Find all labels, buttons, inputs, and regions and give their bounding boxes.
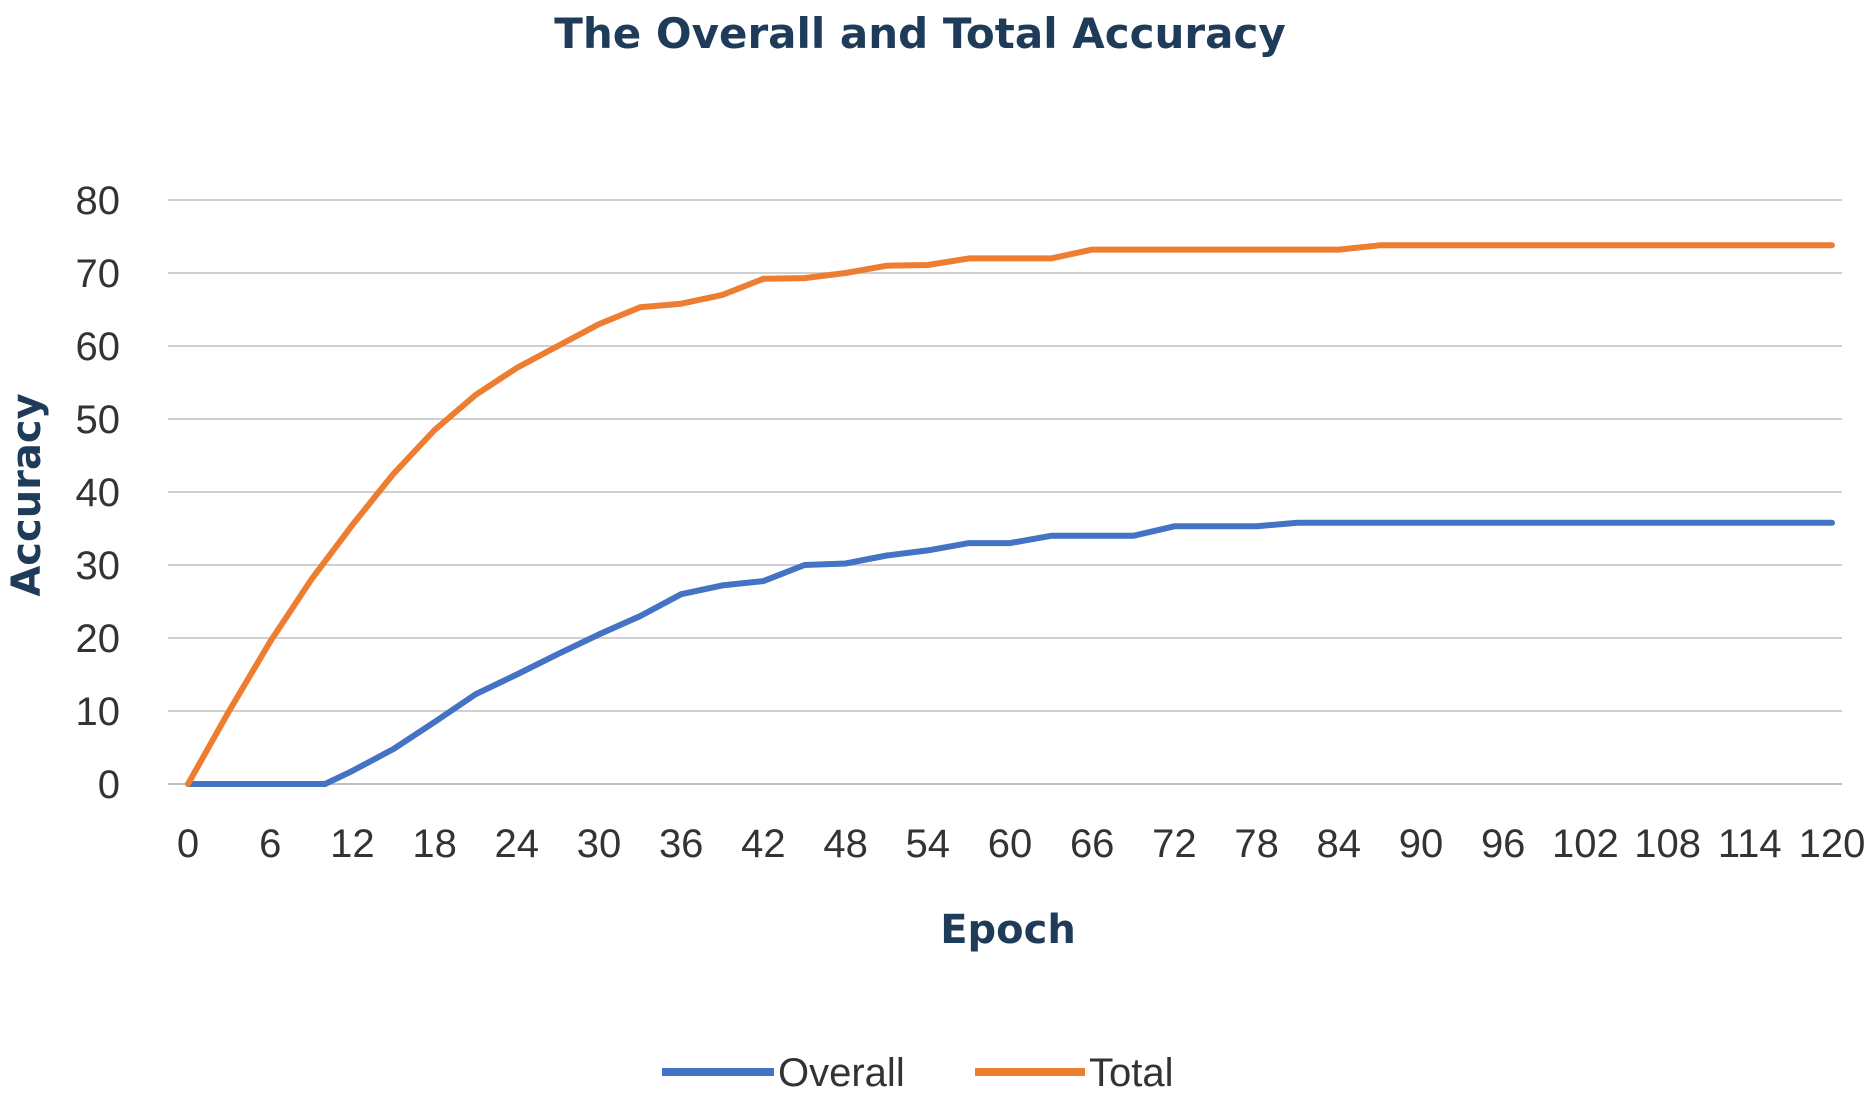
- x-tick-label-84: 84: [1317, 822, 1362, 866]
- x-axis-title: Epoch: [940, 907, 1076, 953]
- x-tick-label-120: 120: [1799, 822, 1866, 866]
- y-tick-label-60: 60: [76, 325, 121, 369]
- y-tick-label-50: 50: [76, 398, 121, 442]
- y-tick-label-30: 30: [76, 544, 121, 588]
- legend-label-overall: Overall: [778, 1051, 905, 1095]
- series-line-total: [185, 242, 1835, 787]
- chart-title: The Overall and Total Accuracy: [554, 9, 1286, 58]
- x-tick-label-36: 36: [659, 822, 704, 866]
- x-tick-label-6: 6: [259, 822, 281, 866]
- y-tick-label-20: 20: [76, 617, 121, 661]
- y-tick-label-40: 40: [76, 471, 121, 515]
- x-tick-label-24: 24: [495, 822, 540, 866]
- x-tick-label-12: 12: [330, 822, 375, 866]
- y-tick-label-80: 80: [76, 179, 121, 223]
- data-series: [185, 242, 1835, 787]
- series-line-overall: [185, 519, 1835, 787]
- x-tick-label-72: 72: [1152, 822, 1197, 866]
- x-tick-label-108: 108: [1634, 822, 1701, 866]
- x-tick-label-96: 96: [1481, 822, 1526, 866]
- y-tick-label-0: 0: [98, 763, 120, 807]
- x-tick-label-0: 0: [177, 822, 199, 866]
- x-tick-label-78: 78: [1234, 822, 1279, 866]
- x-tick-label-48: 48: [823, 822, 868, 866]
- x-tick-label-114: 114: [1718, 822, 1782, 866]
- y-axis-ticks: 0 10 20 30 40 50 60 70 80: [76, 179, 121, 807]
- x-tick-label-54: 54: [906, 822, 951, 866]
- x-axis-ticks: 0 6 12 18 24 30 36 42 48 54 60 66 72 78 84 90 96 102 108 11…: [177, 822, 1866, 866]
- y-tick-label-70: 70: [76, 252, 121, 296]
- legend-label-total: Total: [1089, 1051, 1174, 1095]
- y-axis-title: Accuracy: [4, 393, 50, 596]
- x-tick-label-42: 42: [741, 822, 786, 866]
- x-tick-label-18: 18: [412, 822, 457, 866]
- x-tick-label-60: 60: [988, 822, 1033, 866]
- x-tick-label-66: 66: [1070, 822, 1115, 866]
- x-tick-label-102: 102: [1552, 822, 1619, 866]
- x-tick-label-30: 30: [577, 822, 622, 866]
- x-tick-label-90: 90: [1399, 822, 1444, 866]
- legend: Overall Total: [662, 1051, 1174, 1095]
- gridlines: [168, 199, 1842, 785]
- y-tick-label-10: 10: [76, 690, 121, 734]
